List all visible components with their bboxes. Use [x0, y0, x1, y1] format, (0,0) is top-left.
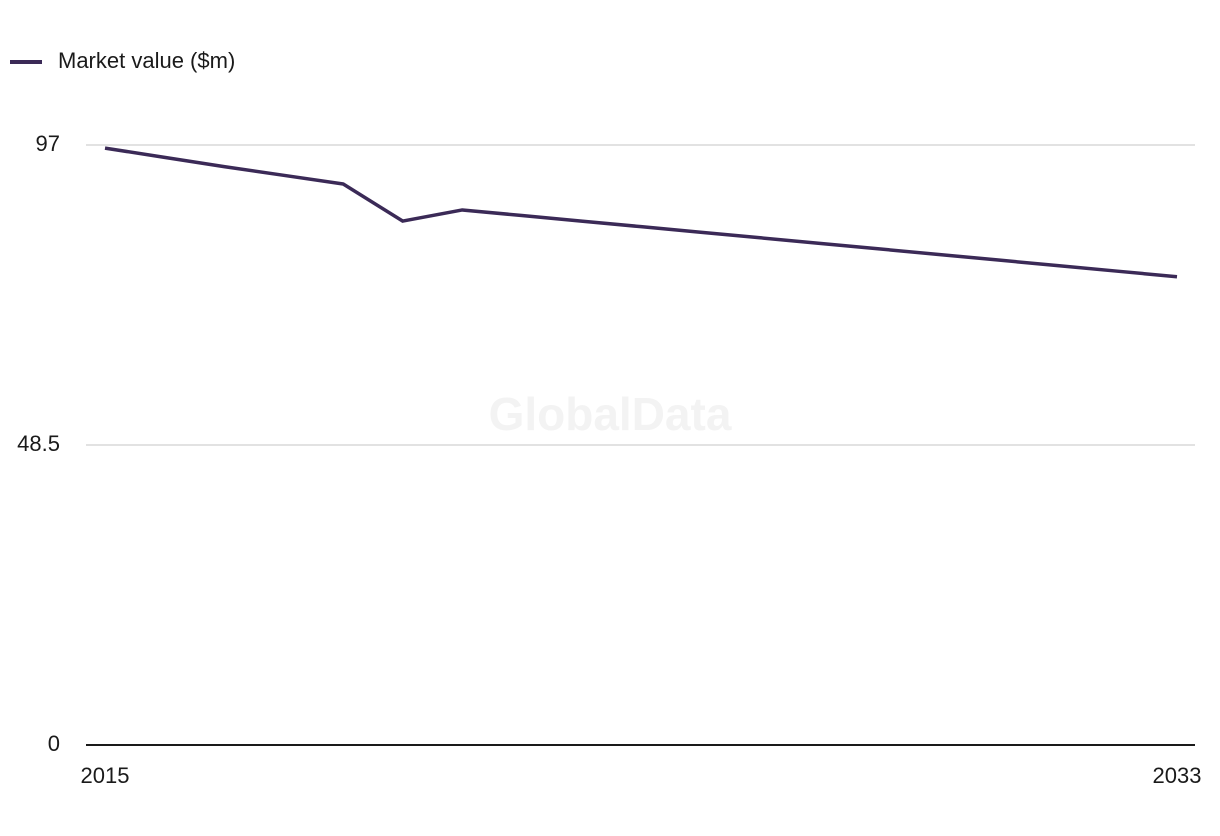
- y-tick-label: 0: [48, 731, 60, 756]
- watermark: GlobalData: [489, 388, 732, 440]
- x-tick-label: 2015: [81, 763, 130, 788]
- series-line: [104, 146, 1178, 279]
- y-tick-label: 97: [36, 131, 60, 156]
- y-tick-label: 48.5: [17, 431, 60, 456]
- legend-label: Market value ($m): [58, 48, 235, 73]
- x-tick-label: 2033: [1153, 763, 1202, 788]
